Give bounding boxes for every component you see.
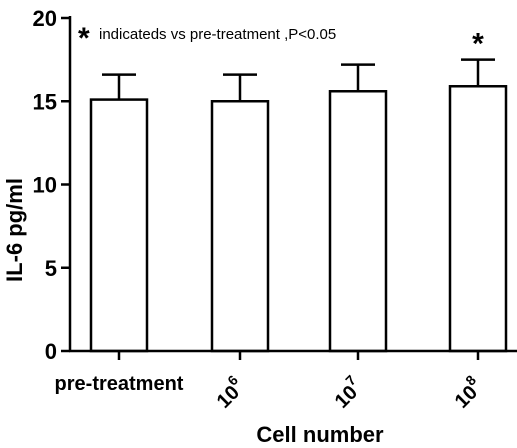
bars-layer [89, 85, 508, 353]
x-tick-label: 106 [208, 372, 249, 413]
x-axis-ticks: pre-treatment 106 107 108 [55, 351, 487, 413]
y-axis-title: IL-6 pg/ml [2, 178, 27, 282]
y-tick-label: 20 [33, 6, 57, 31]
svg-text:106: 106 [208, 372, 249, 413]
svg-text:108: 108 [446, 372, 487, 413]
y-tick-label: 0 [45, 339, 57, 364]
y-tick-label: 15 [33, 89, 57, 114]
x-axis-title: Cell number [256, 422, 384, 447]
significance-star: * [472, 28, 484, 61]
x-tick-label: 107 [326, 372, 367, 413]
bar-2 [328, 90, 388, 353]
significance-layer: * [472, 28, 484, 61]
x-tick-label: pre-treatment [55, 373, 184, 395]
y-tick-label: 5 [45, 256, 57, 281]
bar-3 [448, 85, 508, 353]
x-tick-label: 108 [446, 372, 487, 413]
y-axis-ticks: 0 5 10 15 20 [33, 6, 70, 364]
legend-marker: * [78, 22, 90, 55]
error-bars-layer [102, 58, 495, 102]
annotation-text: indicateds vs pre-treatment ,P<0.05 [99, 26, 336, 43]
y-tick-label: 10 [33, 173, 57, 198]
bar-1 [210, 100, 270, 353]
svg-text:107: 107 [326, 372, 367, 413]
bar-0 [89, 98, 149, 353]
